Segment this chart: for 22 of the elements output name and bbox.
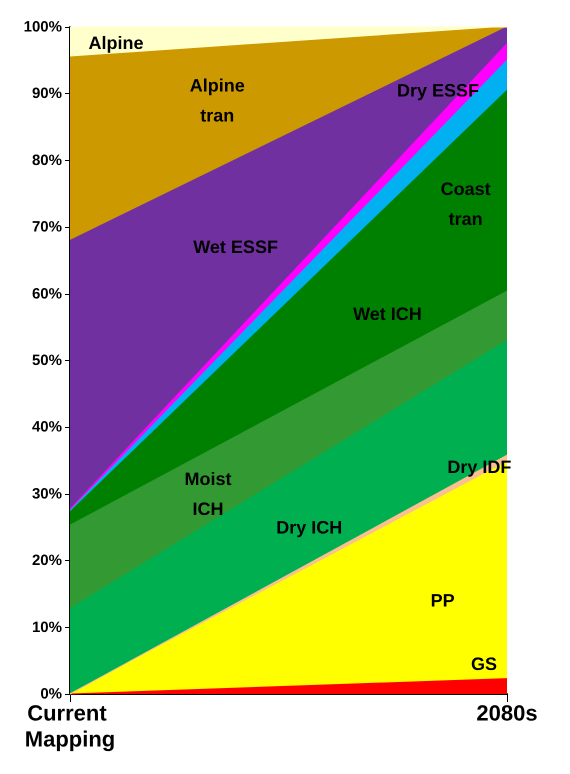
y-tick-label: 80% <box>32 152 62 169</box>
series-label: PP <box>430 590 455 611</box>
series-label: Wet ICH <box>353 304 422 324</box>
series-label: Wet ESSF <box>193 237 278 258</box>
y-tick-label: 60% <box>32 285 62 302</box>
y-tick-label: 100% <box>24 18 62 36</box>
y-tick-label: 30% <box>32 485 62 502</box>
series-label: Moist ICH <box>184 468 232 519</box>
y-tick-label: 90% <box>32 85 62 102</box>
series-label: Alpine tran <box>190 75 245 126</box>
y-tick-label: 50% <box>32 352 62 369</box>
series-label: Alpine <box>88 33 144 54</box>
x-tick-label: Current Mapping <box>24 700 116 752</box>
x-tick-label: 2080s <box>476 700 538 726</box>
y-tick-label: 20% <box>32 552 62 570</box>
series-label: GS <box>470 654 498 674</box>
y-tick-label: 0% <box>40 686 62 702</box>
series-label: Coast tran <box>440 178 491 229</box>
y-tick-label: 70% <box>32 218 62 236</box>
y-tick-label: 10% <box>32 618 62 636</box>
series-label: Dry ICH <box>276 517 342 538</box>
y-tick-label: 40% <box>32 418 62 436</box>
